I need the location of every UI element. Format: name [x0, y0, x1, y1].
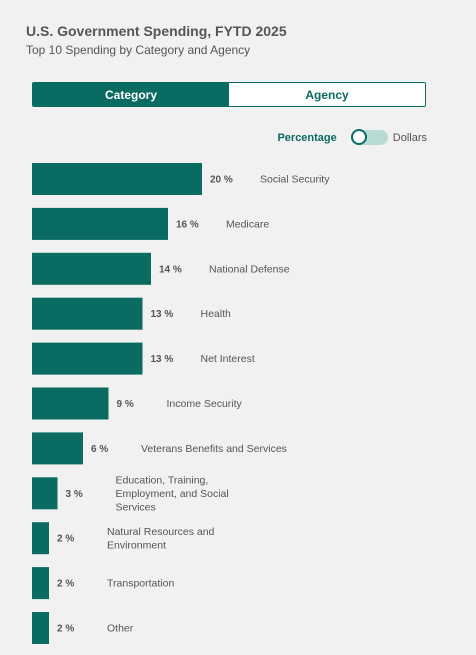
value-label-1: 16 %	[176, 219, 199, 230]
value-label-0: 20 %	[210, 175, 233, 186]
value-label-7: 3 %	[66, 489, 83, 500]
category-label-4: Net Interest	[201, 353, 255, 365]
category-label-0: Social Security	[260, 174, 330, 186]
page-subtitle: Top 10 Spending by Category and Agency	[26, 43, 251, 57]
category-label-line: Social Security	[260, 174, 330, 186]
value-label-3: 13 %	[151, 309, 174, 320]
category-label-6: Veterans Benefits and Services	[141, 443, 287, 455]
category-label-line: Income Security	[167, 398, 243, 410]
category-label-10: Other	[107, 623, 134, 635]
category-label-line: Education, Training,	[116, 474, 209, 486]
category-label-8: Natural Resources and Environment	[107, 526, 215, 552]
bar-6[interactable]	[32, 432, 83, 465]
value-label-5: 9 %	[117, 399, 134, 410]
category-label-line: Health	[201, 308, 232, 320]
value-label-9: 2 %	[57, 579, 74, 590]
value-label-6: 6 %	[91, 444, 108, 455]
value-label-4: 13 %	[151, 354, 174, 365]
category-label-5: Income Security	[167, 398, 243, 410]
value-label-8: 2 %	[57, 534, 74, 545]
bar-3[interactable]	[32, 297, 143, 330]
bar-5[interactable]	[32, 387, 109, 420]
value-label-2: 14 %	[159, 264, 182, 275]
category-label-9: Transportation	[107, 578, 174, 590]
bar-9[interactable]	[32, 567, 49, 600]
percentage-label[interactable]: Percentage	[277, 131, 337, 144]
bar-1[interactable]	[32, 207, 168, 240]
view-toggle: Category Agency	[32, 82, 426, 107]
category-label-3: Health	[201, 308, 232, 320]
page-title: U.S. Government Spending, FYTD 2025	[26, 23, 287, 39]
switch-knob	[350, 129, 367, 145]
category-label-2: National Defense	[209, 263, 290, 275]
unit-toggle-switch[interactable]	[350, 129, 388, 145]
category-label-line: Net Interest	[201, 353, 255, 365]
bar-8[interactable]	[32, 522, 49, 555]
category-label-line: Other	[107, 623, 134, 635]
dollars-label[interactable]: Dollars	[392, 131, 427, 144]
value-label-10: 2 %	[57, 624, 74, 635]
category-label-line: Services	[116, 501, 156, 513]
category-label-line: Veterans Benefits and Services	[141, 443, 287, 455]
bar-4[interactable]	[32, 342, 143, 375]
category-label-1: Medicare	[226, 218, 269, 230]
category-label-line: Transportation	[107, 578, 174, 590]
category-label-line: Environment	[107, 539, 166, 551]
category-label-line: National Defense	[209, 263, 290, 275]
category-label-line: Medicare	[226, 218, 269, 230]
category-label-7: Education, Training, Employment, and Soci…	[116, 474, 229, 513]
bar-10[interactable]	[32, 612, 49, 644]
bar-0[interactable]	[32, 163, 202, 195]
bar-7[interactable]	[32, 477, 58, 510]
category-label-line: Employment, and Social	[116, 488, 229, 500]
category-label-line: Natural Resources and	[107, 526, 215, 538]
category-tab[interactable]: Category	[33, 83, 229, 106]
unit-switch: Percentage Dollars	[277, 129, 427, 146]
bar-2[interactable]	[32, 252, 151, 285]
agency-tab[interactable]: Agency	[229, 83, 425, 106]
